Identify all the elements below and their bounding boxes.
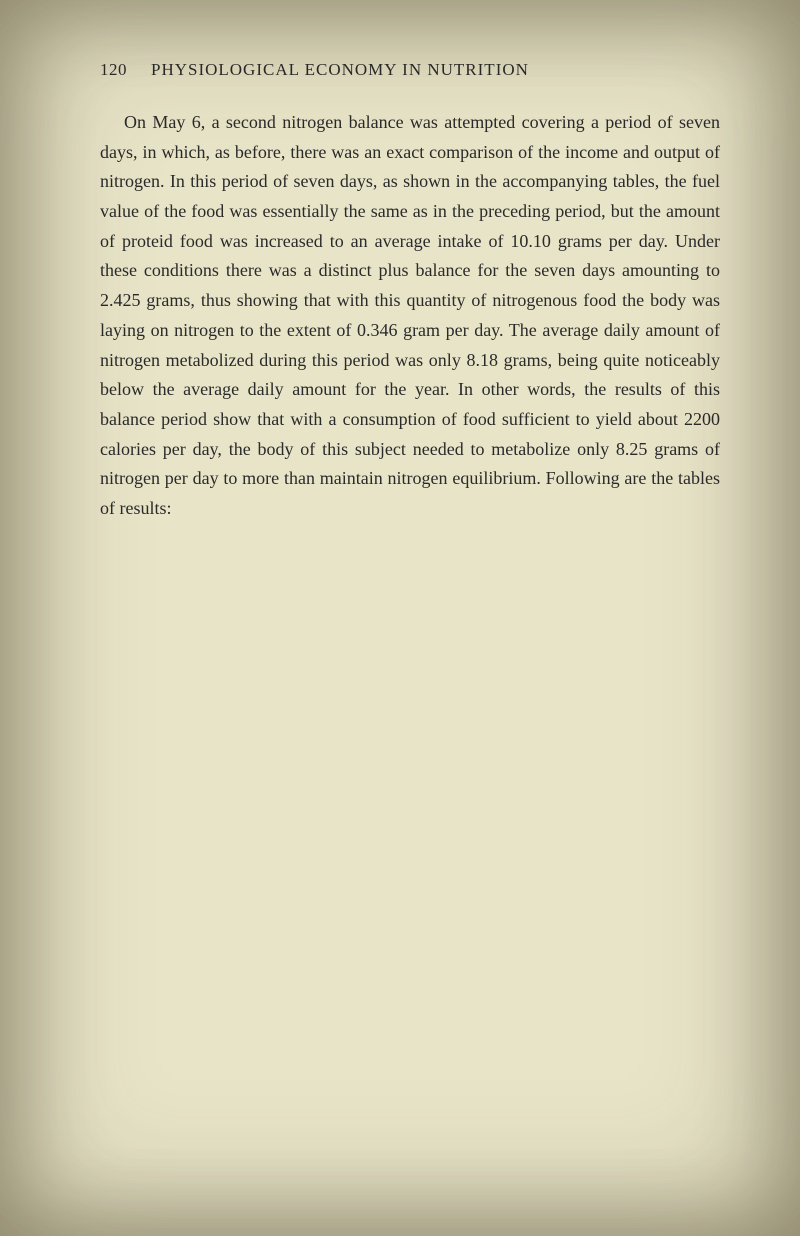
- running-title: PHYSIOLOGICAL ECONOMY IN NUTRITION: [151, 60, 529, 80]
- paragraph-text: On May 6, a second nitrogen balance was …: [100, 112, 720, 518]
- body-paragraph: On May 6, a second nitrogen balance was …: [100, 108, 720, 524]
- page-number: 120: [100, 60, 127, 80]
- page-container: 120 PHYSIOLOGICAL ECONOMY IN NUTRITION O…: [0, 0, 800, 584]
- page-header: 120 PHYSIOLOGICAL ECONOMY IN NUTRITION: [100, 60, 720, 80]
